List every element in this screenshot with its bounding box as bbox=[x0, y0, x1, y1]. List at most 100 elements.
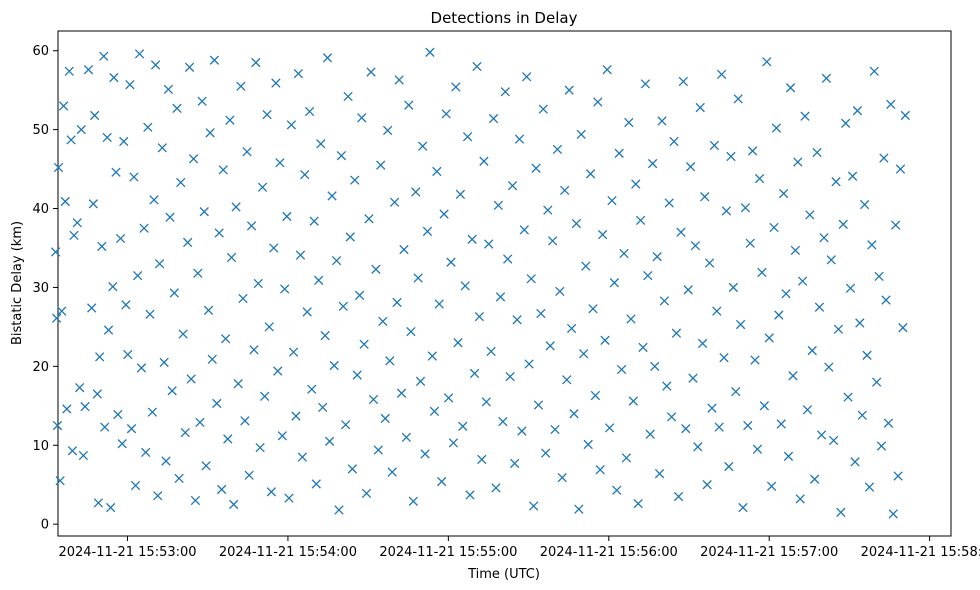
data-point bbox=[517, 426, 527, 436]
data-point bbox=[149, 195, 159, 205]
data-point bbox=[441, 109, 451, 119]
data-point bbox=[590, 390, 601, 401]
data-point bbox=[569, 409, 579, 419]
data-point bbox=[538, 104, 548, 114]
x-tick-label: 2024-11-21 15:53:00 bbox=[58, 545, 196, 560]
x-tick-label: 2024-11-21 15:55:00 bbox=[379, 545, 517, 560]
data-point bbox=[72, 218, 82, 228]
data-point bbox=[498, 416, 508, 427]
data-point bbox=[345, 232, 355, 242]
data-point bbox=[389, 197, 400, 207]
data-point bbox=[581, 261, 591, 271]
data-point bbox=[481, 397, 491, 407]
data-point bbox=[688, 373, 698, 383]
data-point bbox=[800, 111, 810, 121]
data-point bbox=[376, 160, 386, 170]
data-point bbox=[231, 202, 241, 212]
data-point bbox=[453, 338, 463, 348]
data-point bbox=[203, 305, 214, 315]
data-point bbox=[226, 252, 237, 263]
data-point bbox=[664, 198, 674, 208]
data-point bbox=[80, 401, 90, 412]
data-point bbox=[123, 349, 133, 360]
data-point bbox=[843, 392, 853, 402]
data-point bbox=[357, 113, 367, 123]
data-point bbox=[531, 163, 541, 173]
data-point bbox=[519, 225, 529, 235]
x-axis-label: Time (UTC) bbox=[467, 567, 540, 582]
y-tick-label: 40 bbox=[32, 202, 49, 217]
data-point bbox=[550, 424, 560, 435]
data-point bbox=[207, 354, 217, 364]
data-point bbox=[266, 487, 277, 497]
data-point bbox=[143, 122, 153, 132]
data-point bbox=[821, 73, 832, 84]
data-point bbox=[505, 371, 515, 382]
data-point bbox=[652, 252, 662, 262]
data-point bbox=[704, 258, 715, 268]
data-point bbox=[524, 359, 534, 369]
data-point bbox=[341, 420, 351, 430]
data-point bbox=[427, 351, 437, 361]
data-point bbox=[541, 448, 551, 458]
data-point bbox=[154, 259, 165, 269]
data-point bbox=[633, 498, 643, 509]
data-point bbox=[465, 490, 475, 500]
data-point bbox=[280, 284, 290, 294]
data-point bbox=[69, 230, 79, 241]
data-point bbox=[750, 355, 760, 365]
data-point bbox=[57, 306, 67, 316]
data-point bbox=[745, 238, 755, 248]
data-point bbox=[731, 386, 741, 397]
data-point bbox=[432, 166, 442, 177]
data-point bbox=[184, 62, 195, 72]
data-point bbox=[443, 393, 454, 403]
data-point bbox=[621, 453, 632, 463]
data-point bbox=[109, 72, 119, 83]
data-point bbox=[394, 75, 404, 85]
data-point bbox=[304, 106, 315, 117]
x-tick-label: 2024-11-21 15:56:00 bbox=[540, 545, 678, 560]
data-point bbox=[624, 117, 634, 128]
data-point bbox=[738, 502, 748, 513]
data-point bbox=[740, 203, 751, 213]
data-point bbox=[726, 151, 736, 162]
data-point bbox=[174, 473, 184, 484]
data-point bbox=[805, 210, 815, 220]
data-point bbox=[408, 496, 418, 506]
data-point bbox=[392, 297, 402, 308]
data-point bbox=[816, 430, 827, 440]
data-point bbox=[555, 286, 565, 297]
x-axis-ticks: 2024-11-21 15:53:00 2024-11-21 15:54:00 20… bbox=[58, 536, 980, 560]
data-point bbox=[199, 207, 209, 217]
data-point bbox=[242, 147, 252, 157]
data-point bbox=[176, 177, 186, 188]
data-point bbox=[359, 339, 369, 349]
data-point bbox=[167, 386, 177, 396]
data-point bbox=[752, 444, 763, 454]
data-point bbox=[774, 310, 784, 320]
data-point bbox=[99, 51, 109, 61]
data-point bbox=[543, 205, 553, 215]
data-markers bbox=[50, 47, 910, 519]
data-point bbox=[269, 243, 279, 253]
data-point bbox=[130, 480, 141, 491]
data-point bbox=[97, 241, 107, 252]
data-point bbox=[331, 255, 342, 266]
data-point bbox=[133, 270, 143, 281]
data-point bbox=[327, 191, 337, 201]
data-point bbox=[455, 189, 466, 199]
data-point bbox=[284, 493, 294, 503]
data-point bbox=[134, 49, 145, 59]
data-point bbox=[785, 83, 796, 93]
data-point bbox=[900, 110, 910, 121]
data-point bbox=[106, 502, 116, 513]
data-point bbox=[282, 211, 292, 222]
data-point bbox=[371, 264, 381, 274]
data-point bbox=[469, 368, 480, 379]
data-point bbox=[246, 221, 257, 231]
data-point bbox=[776, 419, 786, 429]
data-point bbox=[378, 316, 388, 327]
data-point bbox=[503, 254, 513, 264]
